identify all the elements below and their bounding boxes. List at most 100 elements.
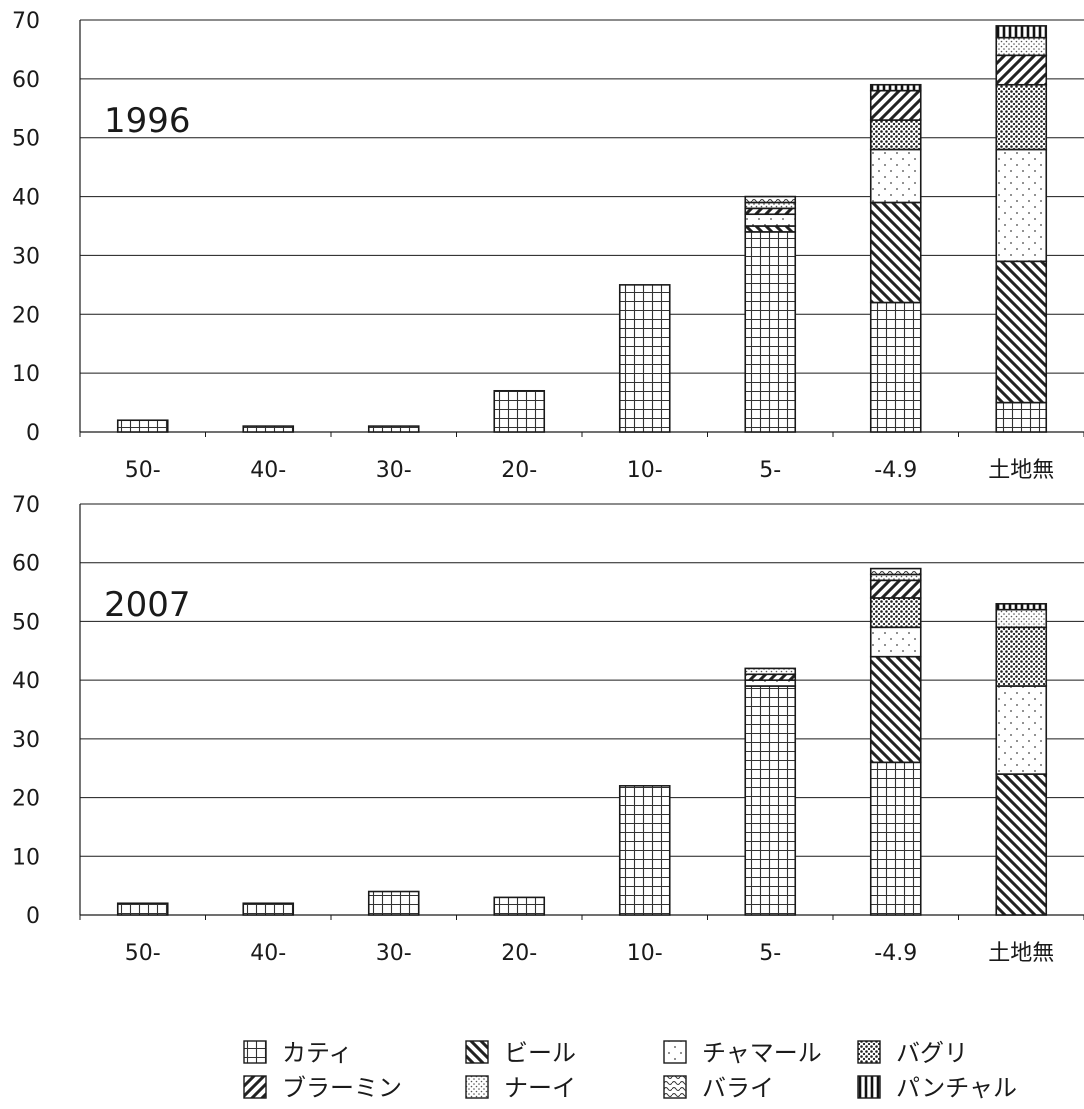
bar-segment-カティ <box>618 284 671 433</box>
panel-year-label: 1996 <box>104 101 191 141</box>
y-tick-label: 60 <box>12 68 40 93</box>
bar-segment-チャマール <box>744 213 797 227</box>
legend-label: ビール <box>504 1039 576 1067</box>
bar-segment-パンチャル <box>995 603 1048 611</box>
bar-segment-カティ <box>995 401 1048 433</box>
y-tick-label: 60 <box>12 552 40 577</box>
y-tick-label: 20 <box>12 787 40 812</box>
y-tick-label: 50 <box>12 127 40 152</box>
legend-swatch-パンチャル <box>857 1075 881 1099</box>
bar-segment-ブラーミン <box>995 54 1048 86</box>
x-category-label: -4.9 <box>874 941 917 966</box>
bar-segment-ナーイ <box>744 201 797 210</box>
y-tick-label: 70 <box>12 493 40 518</box>
bar-segment-ナーイ <box>744 667 797 676</box>
x-category-label: 50- <box>125 458 161 483</box>
bar-segment-バグリ <box>995 626 1048 687</box>
y-tick-label: 0 <box>26 421 40 446</box>
bar-segment-バライ <box>869 567 922 576</box>
bar-segment-カティ <box>367 425 420 433</box>
bar-segment-パンチャル <box>869 83 922 92</box>
bar-segment-カティ <box>367 890 420 916</box>
legend-label: バグリ <box>896 1039 968 1067</box>
x-category-label: 40- <box>250 941 286 966</box>
bar-segment-ビール <box>744 225 797 233</box>
legend-swatch-ナーイ <box>465 1075 489 1099</box>
legend-label: パンチャル <box>896 1074 1017 1102</box>
bar-segment-カティ <box>493 389 546 433</box>
bar-segment-カティ <box>242 902 295 916</box>
bar-segment-ブラーミン <box>744 673 797 681</box>
y-tick-label: 10 <box>12 845 40 870</box>
y-tick-label: 30 <box>12 244 40 269</box>
legend-swatch-カティ <box>243 1040 267 1064</box>
legend-label: カティ <box>282 1039 353 1067</box>
bar-segment-チャマール <box>995 148 1048 263</box>
y-tick-label: 40 <box>12 669 40 694</box>
bar-segment-カティ <box>869 761 922 916</box>
bar-segment-カティ <box>493 896 546 916</box>
chart-panel-1996: 0 10 20 30 40 50 60 70 1996 50- 40- 30- 20- 10- 5- -4.9… <box>12 9 1084 483</box>
chart-panel-2007: 0 10 20 30 40 50 60 70 2007 50- 40- 30- 20- 10- 5- -4.9… <box>12 493 1084 966</box>
x-category-label: 20- <box>501 941 537 966</box>
bar-segment-バグリ <box>869 597 922 629</box>
x-category-label: 5- <box>759 941 781 966</box>
bar-segment-バグリ <box>869 119 922 151</box>
x-category-label: 30- <box>376 458 412 483</box>
y-tick-label: 50 <box>12 610 40 635</box>
bar-segment-ナーイ <box>869 573 922 582</box>
bar-segment-ビール <box>995 260 1048 404</box>
bar-segment-ナーイ <box>995 36 1048 57</box>
legend-swatch-チャマール <box>663 1040 687 1064</box>
y-tick-label: 20 <box>12 303 40 328</box>
bar-segment-ブラーミン <box>869 89 922 121</box>
y-tick-label: 10 <box>12 362 40 387</box>
bar-segment-チャマール <box>869 148 922 204</box>
bar-segment-カティ <box>618 785 671 916</box>
bar-segment-バライ <box>744 195 797 204</box>
bar-segment-ビール <box>995 773 1048 916</box>
y-tick-label: 70 <box>12 9 40 34</box>
y-tick-label: 30 <box>12 728 40 753</box>
legend-label: チャマール <box>702 1039 822 1067</box>
bar-segment-チャマール <box>995 685 1048 775</box>
x-category-label: -4.9 <box>874 458 917 483</box>
bar-segment-カティ <box>744 231 797 433</box>
bar-segment-カティ <box>116 902 169 916</box>
legend-swatch-バライ <box>663 1075 687 1099</box>
legend-label: ナーイ <box>504 1074 576 1102</box>
bar-segment-カティ <box>869 301 922 433</box>
y-tick-label: 0 <box>26 904 40 929</box>
bar-segment-カティ <box>744 685 797 916</box>
legend-swatch-ブラーミン <box>243 1075 267 1099</box>
bar-segment-ビール <box>869 655 922 764</box>
panel-year-label: 2007 <box>104 585 191 625</box>
bar-segment-ビール <box>869 201 922 304</box>
bar-segment-チャマール <box>744 679 797 687</box>
x-category-label: 5- <box>759 458 781 483</box>
bar-segment-カティ <box>116 419 169 433</box>
x-category-label: 20- <box>501 458 537 483</box>
legend-swatch-ビール <box>465 1040 489 1064</box>
y-tick-label: 40 <box>12 186 40 211</box>
x-category-label: 50- <box>125 941 161 966</box>
bar-segment-バグリ <box>995 83 1048 151</box>
bar-segment-ナーイ <box>995 608 1048 629</box>
x-category-label: 30- <box>376 941 412 966</box>
x-category-label: 土地無 <box>988 458 1054 483</box>
x-category-label: 10- <box>627 458 663 483</box>
legend-label: ブラーミン <box>282 1074 402 1102</box>
bar-segment-ブラーミン <box>744 207 797 216</box>
x-category-label: 土地無 <box>988 941 1054 966</box>
x-category-label: 10- <box>627 941 663 966</box>
legend-label: バライ <box>702 1074 774 1102</box>
bar-segment-チャマール <box>869 626 922 658</box>
bar-segment-ブラーミン <box>869 579 922 599</box>
x-category-label: 40- <box>250 458 286 483</box>
bar-segment-カティ <box>242 425 295 433</box>
bar-segment-パンチャル <box>995 25 1048 39</box>
legend-swatch-バグリ <box>857 1040 881 1064</box>
